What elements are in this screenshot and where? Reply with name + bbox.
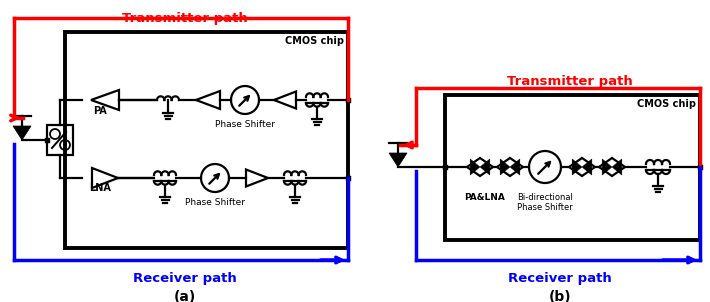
Text: LNA: LNA <box>89 183 111 193</box>
Text: Receiver path: Receiver path <box>133 272 237 285</box>
Polygon shape <box>572 159 582 175</box>
Polygon shape <box>582 159 592 175</box>
Polygon shape <box>470 159 480 175</box>
Text: CMOS chip: CMOS chip <box>285 36 344 46</box>
Text: Bi-directional
Phase Shifter: Bi-directional Phase Shifter <box>517 193 573 212</box>
Polygon shape <box>480 159 490 175</box>
Text: PA: PA <box>93 106 107 116</box>
Text: Phase Shifter: Phase Shifter <box>185 198 245 207</box>
Polygon shape <box>612 159 622 175</box>
Text: Receiver path: Receiver path <box>508 272 612 285</box>
Bar <box>445 95 700 240</box>
Polygon shape <box>602 159 612 175</box>
Text: CMOS chip: CMOS chip <box>637 99 696 109</box>
Text: Transmitter path: Transmitter path <box>122 12 248 25</box>
Bar <box>65 32 348 248</box>
Polygon shape <box>500 159 510 175</box>
Text: (a): (a) <box>174 290 196 302</box>
Bar <box>697 165 702 169</box>
Polygon shape <box>389 153 407 167</box>
Text: PA&LNA: PA&LNA <box>464 193 506 202</box>
Bar <box>346 98 351 102</box>
Bar <box>442 165 447 169</box>
Bar <box>45 137 50 143</box>
Polygon shape <box>510 159 520 175</box>
Text: (b): (b) <box>549 290 572 302</box>
Bar <box>47 125 73 155</box>
Bar <box>346 175 351 181</box>
Polygon shape <box>13 126 31 140</box>
Text: Phase Shifter: Phase Shifter <box>215 120 275 129</box>
Text: Transmitter path: Transmitter path <box>507 75 633 88</box>
